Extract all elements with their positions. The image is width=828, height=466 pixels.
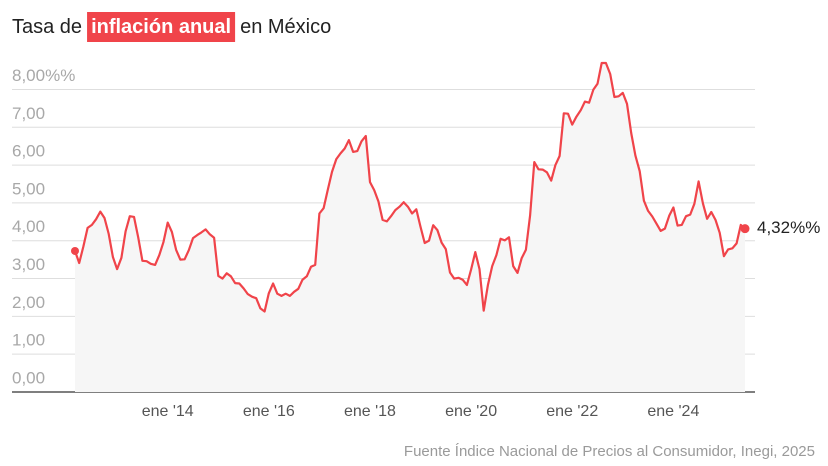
- y-tick-label: 6,00: [12, 142, 45, 161]
- title-highlight: inflación anual: [91, 16, 231, 38]
- y-tick-label: 7,00: [12, 104, 45, 123]
- y-tick-label: 2,00: [12, 293, 45, 312]
- chart-title: Tasa de inflación anual en México: [12, 16, 331, 38]
- x-tick-label: ene '18: [344, 403, 396, 420]
- source: Fuente Índice Nacional de Precios al Con…: [404, 443, 815, 460]
- y-tick-label: 8,00%%: [12, 66, 75, 85]
- x-tick-label: ene '24: [647, 403, 699, 420]
- y-tick-label: 5,00: [12, 179, 45, 198]
- x-tick-label: ene '20: [445, 403, 497, 420]
- title-text: en México: [240, 16, 331, 38]
- x-tick-label: ene '22: [546, 403, 598, 420]
- x-tick-label: ene '14: [142, 403, 194, 420]
- x-tick-label: ene '16: [243, 403, 295, 420]
- y-tick-label: 1,00: [12, 331, 45, 350]
- title-highlight-box: [87, 12, 236, 42]
- start-dot: [71, 246, 79, 255]
- line: [73, 61, 746, 313]
- title-text: Tasa de: [12, 16, 82, 38]
- area: [75, 63, 745, 392]
- y-tick-label: 3,00: [12, 255, 45, 274]
- y-tick-label: 0,00: [12, 368, 45, 387]
- data-label: 4,32%%: [757, 218, 820, 237]
- end-dot: [740, 224, 750, 234]
- y-tick-label: 4,00: [12, 217, 45, 236]
